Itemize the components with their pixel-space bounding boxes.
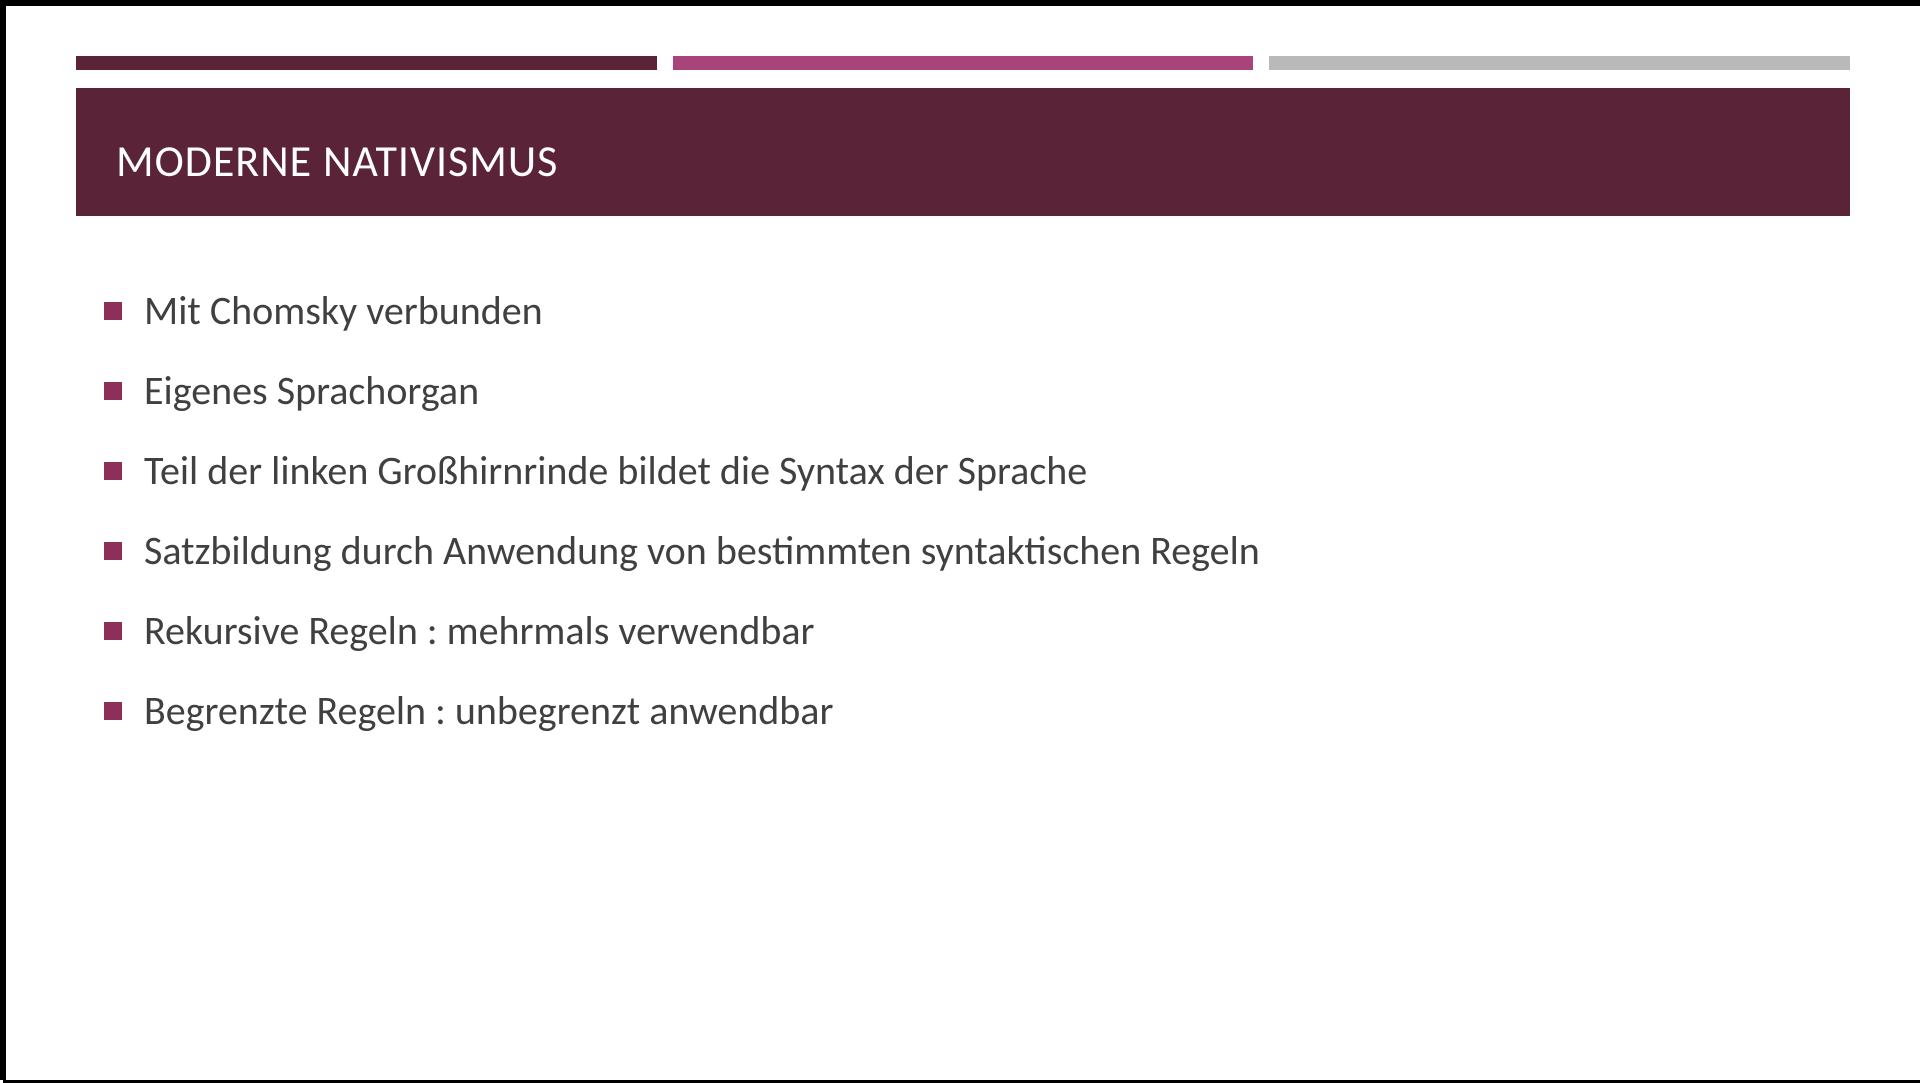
square-bullet-icon [104, 702, 122, 720]
bullet-text: Eigenes Sprachorgan [144, 366, 479, 416]
bullet-list: Mit Chomsky verbunden Eigenes Sprachorgan… [104, 286, 1850, 736]
decorative-top-stripes [76, 56, 1850, 70]
square-bullet-icon [104, 622, 122, 640]
bullet-text: Rekursive Regeln : mehrmals verwendbar [144, 606, 814, 656]
bullet-text: Begrenzte Regeln : unbegrenzt anwendbar [144, 686, 833, 736]
title-bar: MODERNE NATIVISMUS [76, 88, 1850, 216]
bullet-text: Mit Chomsky verbunden [144, 286, 543, 336]
bullet-item: Satzbildung durch Anwendung von bestimmt… [104, 526, 1850, 576]
stripe-2 [673, 56, 1254, 70]
slide-content: Mit Chomsky verbunden Eigenes Sprachorgan… [76, 216, 1850, 736]
square-bullet-icon [104, 462, 122, 480]
bullet-text: Satzbildung durch Anwendung von bestimmt… [144, 526, 1260, 576]
bullet-item: Rekursive Regeln : mehrmals verwendbar [104, 606, 1850, 656]
slide-container: MODERNE NATIVISMUS Mit Chomsky verbunden… [6, 6, 1920, 1080]
bullet-item: Begrenzte Regeln : unbegrenzt anwendbar [104, 686, 1850, 736]
square-bullet-icon [104, 542, 122, 560]
bullet-item: Mit Chomsky verbunden [104, 286, 1850, 336]
square-bullet-icon [104, 382, 122, 400]
bullet-text: Teil der linken Großhirnrinde bildet die… [144, 446, 1087, 496]
bullet-item: Teil der linken Großhirnrinde bildet die… [104, 446, 1850, 496]
slide-title: MODERNE NATIVISMUS [116, 134, 558, 188]
bullet-item: Eigenes Sprachorgan [104, 366, 1850, 416]
stripe-1 [76, 56, 657, 70]
square-bullet-icon [104, 302, 122, 320]
stripe-3 [1269, 56, 1850, 70]
